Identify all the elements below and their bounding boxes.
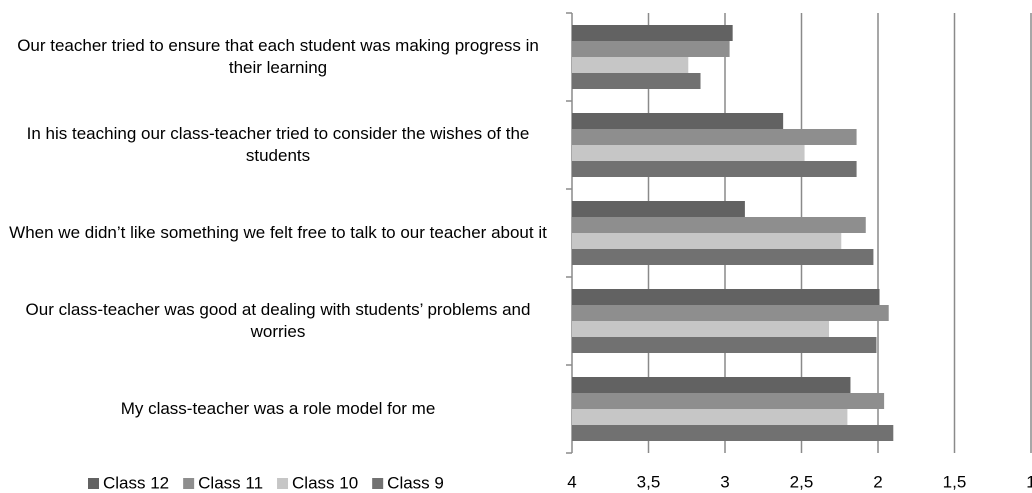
bar — [572, 337, 877, 353]
x-tick-label: 3 — [720, 472, 729, 491]
bar — [572, 201, 745, 217]
bar — [572, 249, 874, 265]
bar — [572, 217, 866, 233]
bar — [572, 41, 730, 57]
category-label: In his teaching our class-teacher tried … — [26, 124, 530, 165]
bar — [572, 25, 733, 41]
x-tick-label: 2,5 — [790, 472, 814, 491]
bar — [572, 409, 848, 425]
legend-label: Class 10 — [292, 473, 358, 492]
category-label: When we didn’t like something we felt fr… — [9, 223, 547, 242]
x-tick-label: 1 — [1026, 472, 1032, 491]
bar — [572, 393, 885, 409]
bar — [572, 289, 880, 305]
legend-label: Class 12 — [103, 473, 169, 492]
bar — [572, 305, 889, 321]
x-tick-label: 3,5 — [637, 472, 661, 491]
bar — [572, 377, 851, 393]
bar — [572, 73, 701, 89]
category-label: My class-teacher was a role model for me — [120, 399, 436, 418]
x-tick-label: 4 — [567, 472, 576, 491]
legend-swatch — [277, 478, 289, 489]
bar — [572, 113, 784, 129]
bar — [572, 161, 857, 177]
legend-swatch — [88, 478, 99, 489]
category-label: Our teacher tried to ensure that each st… — [17, 36, 539, 77]
bar — [572, 145, 805, 161]
legend-label: Class 9 — [387, 473, 444, 492]
legend-swatch — [183, 478, 195, 489]
legend-label: Class 11 — [198, 473, 263, 492]
bar — [572, 233, 842, 249]
bar — [572, 321, 830, 337]
category-label: Our class-teacher was good at dealing wi… — [25, 300, 531, 341]
legend-swatch — [372, 478, 384, 489]
bar — [572, 57, 689, 73]
x-tick-label: 1,5 — [943, 472, 967, 491]
x-tick-label: 2 — [873, 472, 882, 491]
bar — [572, 129, 857, 145]
bar — [572, 425, 894, 441]
